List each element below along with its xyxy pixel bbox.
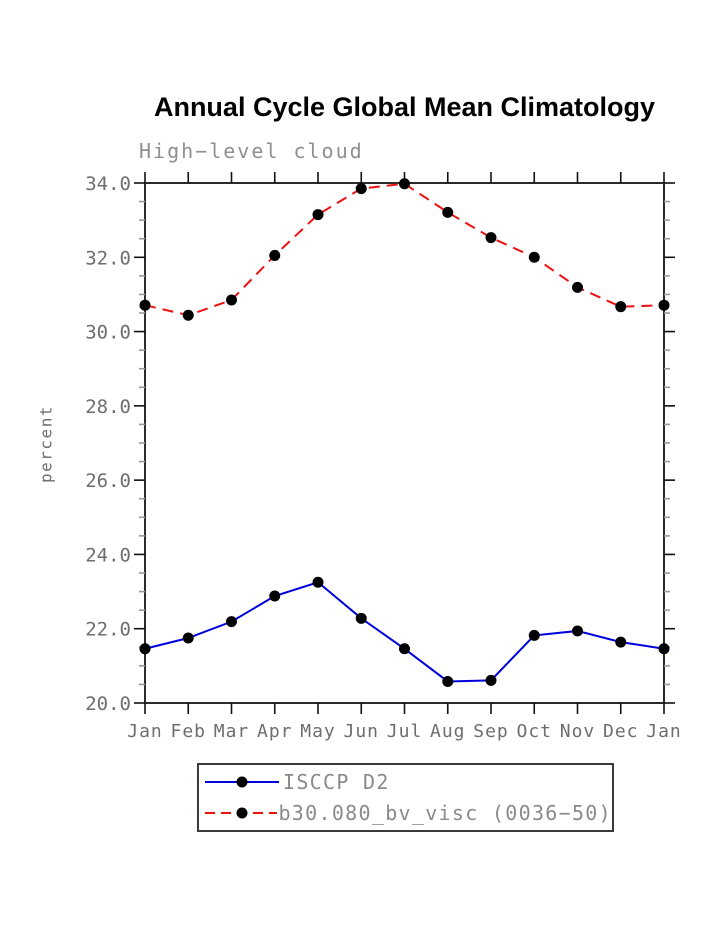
data-point-marker	[615, 636, 627, 648]
x-tick-label: Jun	[343, 721, 379, 742]
x-tick-label: Oct	[516, 721, 552, 742]
data-point-marker	[442, 675, 454, 687]
data-point-marker	[442, 206, 454, 218]
data-point-marker	[658, 299, 670, 311]
legend-label-isccp-d2: ISCCP D2	[283, 769, 390, 794]
legend-box: ISCCP D2 b30.080_bv_visc (0036−50)	[197, 763, 614, 832]
data-point-marker	[269, 590, 281, 602]
x-tick-label: Apr	[257, 721, 293, 742]
legend-item-isccp-d2: ISCCP D2	[202, 767, 612, 797]
x-tick-label: Sep	[473, 721, 509, 742]
y-tick-label: 34.0	[85, 173, 131, 195]
data-point-marker	[139, 299, 151, 311]
data-point-marker	[226, 294, 237, 306]
plot-area: Jan Feb Mar Apr May Jun Jul Aug Sep Oct Nov Dec Jan 2…	[85, 172, 682, 742]
series-line	[144, 581, 665, 683]
x-tick-label: May	[300, 721, 336, 742]
data-point-marker	[355, 183, 367, 195]
data-point-marker	[269, 249, 281, 261]
data-point-marker	[226, 616, 237, 628]
y-tick-label: 28.0	[85, 396, 131, 418]
data-point-marker	[182, 632, 194, 644]
legend-dashed-line-marker-icon	[205, 807, 278, 819]
y-tick-label: 20.0	[85, 693, 131, 715]
data-point-marker	[139, 643, 151, 655]
x-tick-label: Aug	[430, 721, 466, 742]
x-tick-label: Nov	[560, 721, 596, 742]
data-point-marker	[485, 232, 497, 244]
y-tick-label: 30.0	[85, 322, 131, 344]
series-line	[144, 182, 665, 317]
chart-title: Annual Cycle Global Mean Climatology	[153, 92, 656, 122]
data-point-marker	[182, 309, 194, 321]
x-tick-label: Jul	[387, 721, 423, 742]
chart-subtitle: High−level cloud	[139, 139, 364, 163]
data-point-marker	[312, 576, 324, 588]
x-tick-label: Feb	[170, 721, 206, 742]
x-tick-label: Mar	[214, 721, 250, 742]
data-point-marker	[355, 612, 367, 624]
y-tick-label: 24.0	[85, 544, 131, 566]
data-point-marker	[528, 629, 540, 641]
data-point-marker	[485, 674, 497, 686]
legend-solid-line-marker-icon	[205, 776, 279, 788]
y-tick-label: 22.0	[85, 619, 131, 641]
data-point-marker	[528, 251, 540, 263]
legend-item-model-run: b30.080_bv_visc (0036−50)	[202, 798, 612, 828]
data-point-marker	[572, 281, 583, 293]
y-tick-label: 32.0	[85, 247, 131, 269]
data-point-marker	[658, 643, 670, 655]
data-point-marker	[615, 301, 627, 313]
data-point-marker	[572, 625, 583, 637]
x-tick-label: Jan	[646, 721, 682, 742]
y-tick-label: 26.0	[85, 470, 131, 492]
data-point-marker	[312, 209, 324, 221]
data-point-marker	[399, 643, 410, 655]
data-point-marker	[399, 178, 410, 190]
x-tick-label: Dec	[603, 721, 639, 742]
legend-label-model-run: b30.080_bv_visc (0036−50)	[278, 801, 612, 826]
x-tick-label: Jan	[127, 721, 163, 742]
